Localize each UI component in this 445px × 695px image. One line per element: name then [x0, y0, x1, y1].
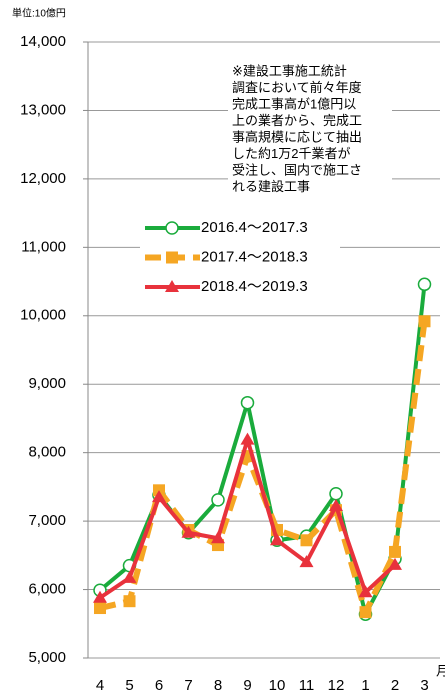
y-tick-label: 13,000 — [20, 101, 66, 118]
annotation-line: ※建設工事施工統計 — [232, 63, 347, 78]
x-unit: 月 — [436, 663, 445, 678]
marker — [359, 606, 372, 619]
marker — [94, 602, 106, 615]
y-tick-label: 10,000 — [20, 307, 66, 324]
y-tick-label: 8,000 — [28, 444, 66, 461]
marker — [165, 221, 179, 235]
annotation-line: れる建設工事 — [232, 179, 310, 194]
marker — [165, 280, 179, 292]
x-tick-label: 1 — [361, 677, 369, 694]
annotation-line: 上の業者から、完成工 — [232, 113, 362, 128]
marker — [358, 585, 373, 598]
annotation-box — [228, 62, 392, 208]
x-tick-label: 2 — [391, 677, 399, 694]
marker — [329, 499, 343, 512]
x-tick-label: 3 — [420, 677, 428, 694]
y-tick-label: 9,000 — [28, 375, 66, 392]
x-tick-label: 12 — [328, 677, 345, 694]
x-tick-label: 11 — [299, 677, 315, 694]
marker — [240, 432, 255, 445]
marker — [240, 395, 255, 410]
x-tick-label: 7 — [184, 677, 192, 694]
marker — [166, 251, 178, 264]
y-tick-label: 7,000 — [28, 512, 66, 529]
marker — [181, 525, 196, 538]
y-tick-label: 11,000 — [21, 238, 66, 255]
x-tick-label: 10 — [269, 677, 286, 694]
marker — [122, 570, 137, 583]
x-tick-label: 6 — [155, 677, 163, 694]
x-tick-label: 4 — [96, 677, 104, 694]
legend-label: 2016.4〜2017.3 — [201, 219, 308, 236]
marker — [270, 533, 284, 546]
annotation-line: 完成工事高が1億円以 — [232, 96, 356, 111]
annotation-line: 事高規模に応じて抽出 — [232, 129, 362, 144]
marker — [300, 534, 313, 547]
x-tick-label: 5 — [125, 677, 133, 694]
marker — [93, 590, 107, 603]
marker — [329, 486, 343, 501]
y-tick-label: 6,000 — [28, 581, 66, 598]
annotation-line: 受注し、国内で施工さ — [232, 162, 362, 177]
marker — [388, 557, 402, 570]
annotation-line: した約1万2千業者が — [232, 146, 350, 161]
marker — [152, 490, 166, 503]
x-tick-label: 8 — [214, 677, 222, 694]
y-tick-label: 12,000 — [20, 170, 66, 187]
y-tick-label: 5,000 — [28, 649, 66, 666]
legend-label: 2017.4〜2018.3 — [201, 248, 308, 265]
annotation-line: 調査において前々年度 — [232, 80, 362, 95]
marker — [418, 315, 431, 328]
marker — [417, 277, 432, 292]
marker — [389, 545, 401, 558]
marker — [299, 555, 314, 568]
legend-label: 2018.4〜2019.3 — [201, 278, 308, 295]
y-tick-label: 14,000 — [20, 33, 66, 50]
marker — [211, 493, 225, 507]
unit-label: 単位:10億円 — [12, 7, 66, 20]
x-tick-label: 9 — [243, 677, 251, 694]
marker — [211, 531, 225, 544]
marker — [123, 595, 136, 608]
series-line — [98, 284, 427, 617]
